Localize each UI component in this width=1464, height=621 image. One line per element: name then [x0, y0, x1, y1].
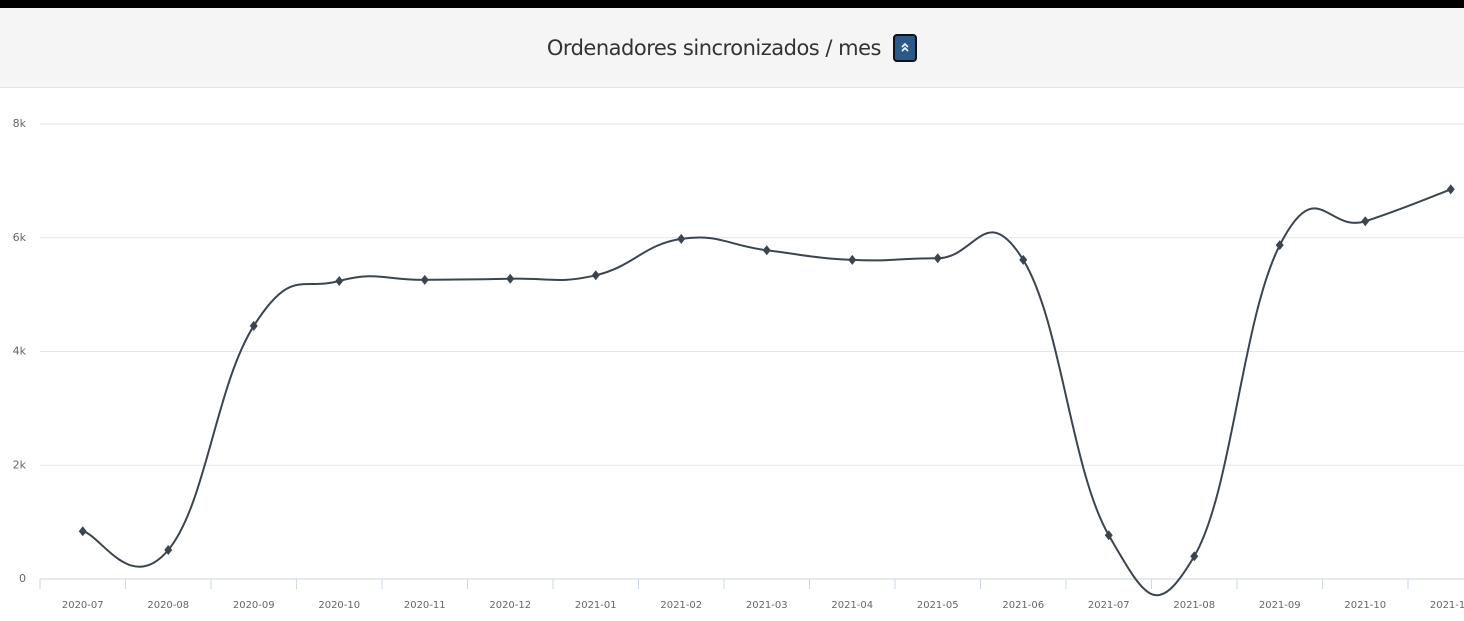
y-tick-label: 4k: [13, 345, 27, 358]
y-tick-label: 6k: [13, 231, 27, 244]
x-tick-label: 2020-07: [62, 600, 104, 611]
x-tick-label: 2020-09: [233, 600, 275, 611]
x-tick-label: 2020-08: [147, 600, 189, 611]
x-tick-label: 2021-07: [1088, 600, 1130, 611]
x-tick-label: 2021-08: [1173, 600, 1215, 611]
x-tick-label: 2021-01: [575, 600, 617, 611]
header: Ordenadores sincronizados / mes: [0, 8, 1464, 88]
point-marker: [591, 270, 600, 281]
point-marker: [762, 245, 771, 256]
y-tick-label: 0: [19, 572, 26, 585]
x-tick-label: 2021-11: [1430, 600, 1464, 611]
x-tick-label: 2021-02: [660, 600, 702, 611]
point-marker: [249, 320, 258, 331]
x-tick-label: 2021-03: [746, 600, 788, 611]
chart-title: Ordenadores sincronizados / mes: [546, 36, 882, 60]
x-tick-label: 2021-09: [1259, 600, 1301, 611]
point-marker: [933, 253, 942, 264]
x-tick-label: 2020-10: [318, 600, 360, 611]
x-tick-label: 2021-06: [1002, 600, 1044, 611]
x-tick-label: 2021-10: [1344, 600, 1386, 611]
x-tick-label: 2020-12: [489, 600, 531, 611]
chart: 0 2k 4k 6k 8k 2020-07 2020-08 2020-09 2020-10 202…: [13, 117, 1464, 611]
y-tick-label: 8k: [13, 117, 27, 130]
point-marker: [1446, 184, 1455, 195]
point-marker: [420, 274, 429, 285]
point-marker: [1275, 240, 1284, 251]
point-marker: [1361, 216, 1370, 227]
x-tick-label: 2021-05: [917, 600, 959, 611]
point-marker: [78, 526, 87, 537]
point-marker: [1190, 551, 1199, 562]
chevron-icon: [901, 42, 909, 52]
point-marker: [848, 254, 857, 265]
x-tick-label: 2020-11: [404, 600, 446, 611]
point-marker: [164, 544, 173, 555]
point-marker: [335, 275, 344, 286]
collapse-button[interactable]: [893, 34, 918, 62]
point-marker: [1104, 530, 1113, 541]
point-marker: [506, 273, 515, 284]
point-marker: [1019, 254, 1028, 265]
line-series: [82, 188, 1452, 597]
x-tick-label: 2021-04: [831, 600, 873, 611]
panel: Ordenadores sincronizados / mes 0 2k 4k 6k 8…: [0, 8, 1464, 621]
point-marker: [677, 233, 686, 244]
title-row: Ordenadores sincronizados / mes: [0, 34, 1464, 62]
y-tick-label: 2k: [13, 458, 27, 471]
